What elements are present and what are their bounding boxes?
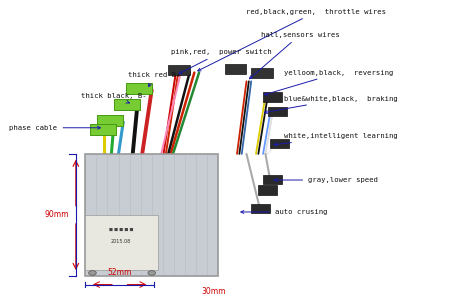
Text: 52mm: 52mm <box>108 268 132 277</box>
Bar <box>268 107 287 116</box>
Text: gray,lower speed: gray,lower speed <box>274 177 378 183</box>
Bar <box>168 65 190 75</box>
Bar <box>97 115 123 126</box>
Bar <box>258 185 277 194</box>
Text: phase cable: phase cable <box>9 125 100 131</box>
Bar <box>85 215 158 270</box>
Circle shape <box>89 271 96 275</box>
Bar <box>126 83 152 94</box>
Bar <box>263 92 282 102</box>
Text: red,black,green,  throttle wires: red,black,green, throttle wires <box>198 9 386 71</box>
Text: auto crusing: auto crusing <box>241 209 328 215</box>
Text: thick red B+: thick red B+ <box>128 73 181 86</box>
Text: 90mm: 90mm <box>45 210 69 219</box>
Bar <box>251 204 270 213</box>
Text: yelloom,black,  reversing: yelloom,black, reversing <box>264 70 394 95</box>
Text: blue&white,black,  braking: blue&white,black, braking <box>264 96 398 113</box>
Bar <box>225 64 246 74</box>
Bar <box>251 68 273 78</box>
Text: 2015.08: 2015.08 <box>111 239 131 244</box>
Text: hall,sensors wires: hall,sensors wires <box>249 32 339 79</box>
Bar <box>85 154 218 276</box>
Bar <box>114 99 140 110</box>
Text: pink,red,  power switch: pink,red, power switch <box>171 49 271 74</box>
Text: thick black, B-: thick black, B- <box>81 93 146 103</box>
Bar <box>90 124 116 135</box>
Bar <box>263 175 282 184</box>
Bar <box>270 139 289 148</box>
Text: white,intelligent learning: white,intelligent learning <box>274 133 398 146</box>
Text: 30mm: 30mm <box>201 287 226 296</box>
Text: ■ ■ ■ ■ ■: ■ ■ ■ ■ ■ <box>109 228 133 231</box>
Circle shape <box>148 271 155 275</box>
